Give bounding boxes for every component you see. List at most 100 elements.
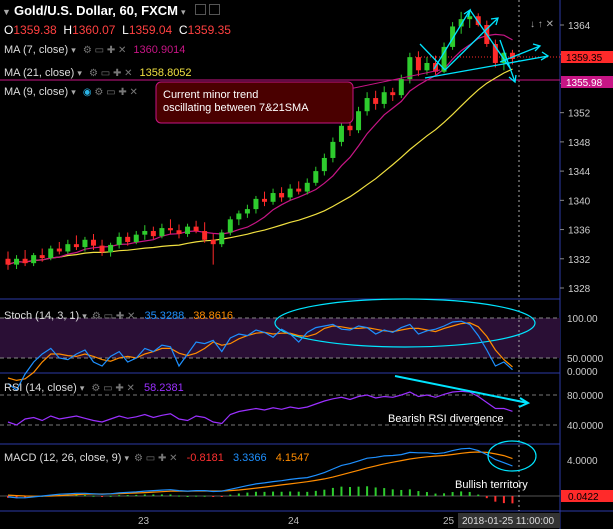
stoch-k-line — [7, 320, 513, 391]
candle-body — [236, 213, 242, 220]
pane-buttons[interactable]: ↓ ↑ ✕ — [530, 19, 554, 30]
indicator-controls[interactable]: ⚙ ▭ ✚ ✕ — [91, 383, 135, 394]
candle-body — [48, 248, 54, 259]
arrow-up-icon[interactable]: ↑ — [537, 19, 543, 30]
macd-hist-bar — [485, 496, 488, 499]
stoch-tick-label: 50.0000 — [567, 354, 604, 365]
candle — [176, 224, 182, 239]
candle — [142, 225, 148, 240]
ohlc-readout: O1359.38 H1360.07 L1359.04 C1359.35 — [4, 23, 231, 37]
macd-hist-bar — [101, 496, 104, 497]
arrowhead-icon — [540, 51, 550, 61]
macd-hist-bar — [494, 496, 497, 502]
stoch-label: Stoch (14, 3, 1) — [4, 310, 80, 322]
price-tick-label: 1348 — [568, 138, 591, 149]
macd-hist-bar — [75, 494, 78, 496]
candle-body — [467, 16, 473, 20]
macd-hist-bar — [169, 494, 172, 496]
ma21-legend[interactable]: MA (21, close) ▾ ⚙ ▭ ✚ ✕ 1358.8052 — [4, 67, 192, 79]
arrow-down-icon[interactable]: ↓ — [530, 19, 535, 30]
close-icon[interactable]: ✕ — [545, 19, 554, 30]
candle-body — [82, 239, 88, 248]
stoch-highlight-ellipse — [274, 298, 536, 348]
collapse-icon[interactable]: ▼ — [2, 7, 11, 17]
symbol-title[interactable]: Gold/U.S. Dollar, 60, FXCM — [13, 3, 178, 18]
indicator-controls[interactable]: ◉ ⚙ ▭ ✚ ✕ — [82, 87, 138, 98]
candle — [56, 241, 62, 255]
macd-label: MACD (12, 26, close, 9) — [4, 452, 122, 464]
indicator-controls[interactable]: ⚙ ▭ ✚ ✕ — [82, 45, 127, 56]
candle-body — [31, 255, 37, 264]
chevron-down-icon[interactable]: ▾ — [71, 45, 76, 55]
eye-icon[interactable] — [194, 4, 206, 15]
macd-hist-bar — [323, 489, 326, 496]
candle-body — [304, 182, 310, 192]
chevron-down-icon[interactable]: ▾ — [181, 7, 186, 17]
chevron-down-icon[interactable]: ▾ — [124, 453, 129, 463]
arrowhead-icon — [463, 8, 472, 18]
candle-body — [321, 157, 327, 172]
open-label: O — [4, 23, 14, 37]
candle-body — [108, 244, 114, 253]
arrow-line — [444, 17, 499, 71]
stoch-legend[interactable]: Stoch (14, 3, 1) ▾ ⚙ ▭ ✚ ✕ 35.3288 38.86… — [4, 310, 233, 322]
chevron-down-icon[interactable]: ▾ — [77, 68, 82, 78]
ma7-label: MA (7, close) — [4, 44, 69, 56]
macd-hist-badge — [561, 490, 613, 502]
macd-hist-bar — [502, 496, 505, 504]
indicator-controls[interactable]: ⚙ ▭ ✚ ✕ — [88, 68, 133, 79]
macd-hist-bar — [460, 491, 463, 496]
candle — [125, 232, 131, 246]
candle — [330, 137, 336, 163]
chevron-down-icon[interactable]: ▾ — [71, 87, 76, 97]
candle — [108, 242, 114, 257]
candle — [150, 226, 156, 240]
candle — [373, 90, 379, 110]
high-value: 1360.07 — [72, 23, 116, 37]
candle — [202, 222, 208, 243]
candle — [338, 121, 344, 147]
stoch-tick-label: 100.00 — [567, 314, 598, 325]
indicator-controls[interactable]: ⚙ ▭ ✚ ✕ — [134, 453, 178, 464]
candle — [236, 210, 242, 226]
chevron-down-icon[interactable]: ▾ — [82, 311, 87, 321]
price-tick-label: 1352 — [568, 109, 591, 120]
macd-hist-bar — [109, 495, 112, 497]
candle-body — [398, 79, 404, 96]
candle-body — [150, 231, 156, 237]
macd-hist-bar — [220, 496, 223, 497]
macd-hist-badge-value: 0.0422 — [568, 492, 599, 503]
macd-hist-bar — [272, 491, 275, 496]
macd-hist-bar — [254, 491, 257, 496]
candle — [91, 233, 96, 251]
candle — [262, 191, 267, 207]
arrow-line — [419, 43, 446, 71]
candle-body — [142, 231, 148, 235]
rsi-tick-label: 40.0000 — [567, 421, 604, 432]
candle — [407, 52, 413, 84]
macd-highlight-ellipse — [487, 440, 537, 472]
open-value: 1359.38 — [13, 23, 57, 37]
ma9-legend[interactable]: MA (9, close) ▾ ◉ ⚙ ▭ ✚ ✕ — [4, 86, 138, 98]
candle-body — [407, 57, 413, 80]
rsi-legend[interactable]: RSI (14, close) ▾ ⚙ ▭ ✚ ✕ 58.2381 — [4, 382, 184, 394]
ma21-line — [7, 68, 513, 266]
stoch-tick-label: 0.0000 — [567, 367, 598, 378]
ma7-line — [7, 33, 513, 266]
candle-body — [133, 234, 139, 242]
macd-hist-bar — [246, 492, 249, 496]
settings-icon[interactable] — [208, 4, 220, 15]
candle — [133, 231, 139, 245]
macd-hist-bar — [289, 491, 292, 496]
macd-hist-value: -0.8181 — [186, 452, 224, 464]
candle-body — [65, 244, 71, 252]
macd-hist-bar — [203, 495, 206, 497]
candle — [492, 39, 498, 68]
ma7-legend[interactable]: MA (7, close) ▾ ⚙ ▭ ✚ ✕ 1360.9014 — [4, 44, 185, 56]
candle — [415, 51, 421, 77]
chevron-down-icon[interactable]: ▾ — [79, 383, 85, 393]
macd-legend[interactable]: MACD (12, 26, close, 9) ▾ ⚙ ▭ ✚ ✕ -0.818… — [4, 452, 309, 464]
candle — [390, 87, 396, 101]
candle-body — [509, 52, 515, 59]
indicator-controls[interactable]: ⚙ ▭ ✚ ✕ — [91, 311, 136, 322]
